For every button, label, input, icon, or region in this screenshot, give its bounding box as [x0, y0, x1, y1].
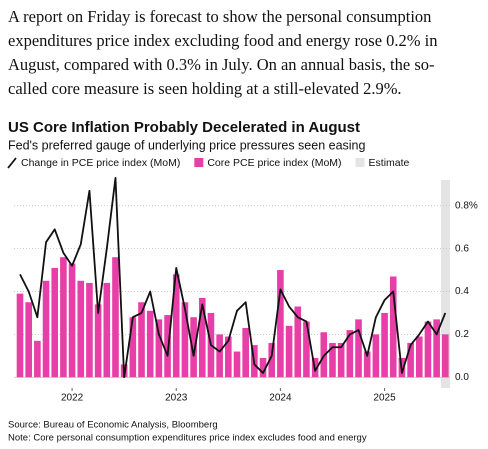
- bar: [42, 280, 50, 378]
- bar: [60, 257, 67, 378]
- bar: [68, 263, 76, 378]
- paragraph-line: expenditures price index excluding food …: [8, 31, 437, 50]
- y-tick-label: 0.6: [455, 243, 469, 254]
- bar: [225, 336, 232, 378]
- bar: [442, 334, 449, 378]
- y-tick-label: 0.0: [455, 372, 469, 383]
- bar: [172, 274, 180, 378]
- legend-swatch: [194, 158, 204, 167]
- bar: [346, 330, 354, 378]
- legend-label: Core PCE price index (MoM): [207, 157, 341, 169]
- bar: [355, 319, 362, 378]
- paragraph-line: called core measure is seen holding at a…: [8, 79, 402, 98]
- x-tick-label: 2022: [61, 393, 84, 404]
- bar: [424, 321, 432, 378]
- bar: [433, 319, 440, 378]
- bar: [259, 357, 267, 378]
- bar: [216, 334, 223, 378]
- bar: [303, 321, 310, 378]
- bar: [164, 315, 171, 378]
- bar: [407, 342, 414, 378]
- chart-title: US Core Inflation Probably Decelerated i…: [8, 119, 360, 136]
- bar: [389, 276, 397, 378]
- bar: [146, 310, 154, 378]
- chart-subtitle: Fed's preferred gauge of underlying pric…: [8, 138, 366, 152]
- x-tick-label: 2025: [373, 393, 396, 404]
- bar: [25, 302, 32, 378]
- line: [19, 176, 447, 379]
- bar: [103, 282, 111, 378]
- bar: [190, 317, 197, 378]
- x-tick-label: 2023: [165, 393, 188, 404]
- bar: [277, 270, 284, 378]
- bar: [337, 342, 345, 378]
- bar: [363, 351, 371, 378]
- legend-label: Estimate: [369, 157, 410, 169]
- bar: [77, 280, 85, 378]
- bar: [415, 336, 423, 378]
- y-tick-label: 0.2: [455, 329, 469, 340]
- bar: [138, 302, 145, 378]
- legend-label: Change in PCE price index (MoM): [21, 157, 180, 169]
- bar: [372, 334, 380, 378]
- bar: [181, 302, 189, 378]
- source: Source: Bureau of Economic Analysis, Blo…: [8, 420, 218, 431]
- bar: [112, 257, 119, 378]
- paragraph-line: A report on Friday is forecast to show t…: [8, 7, 431, 26]
- bar: [285, 325, 293, 378]
- paragraph-line: August, compared with 0.3% in July. On a…: [8, 55, 435, 74]
- bar: [34, 340, 41, 378]
- bar: [155, 319, 163, 378]
- bar: [51, 267, 59, 378]
- bar: [329, 342, 336, 378]
- estimate-band: [440, 180, 450, 388]
- bar: [268, 342, 276, 378]
- legend-line: [7, 157, 17, 169]
- note: Note: Core personal consumption expendit…: [8, 433, 367, 444]
- y-tick-label: 0.8%: [455, 200, 478, 211]
- y-tick-label: 0.4: [455, 286, 469, 297]
- bar: [294, 306, 302, 378]
- bar: [86, 282, 93, 378]
- bar: [198, 297, 206, 378]
- bar: [242, 327, 249, 378]
- bar: [381, 312, 388, 378]
- bar: [129, 317, 137, 378]
- bar: [233, 351, 241, 378]
- legend-swatch: [355, 158, 365, 167]
- bar: [94, 304, 102, 378]
- bar: [16, 293, 24, 378]
- x-tick-label: 2024: [269, 393, 292, 404]
